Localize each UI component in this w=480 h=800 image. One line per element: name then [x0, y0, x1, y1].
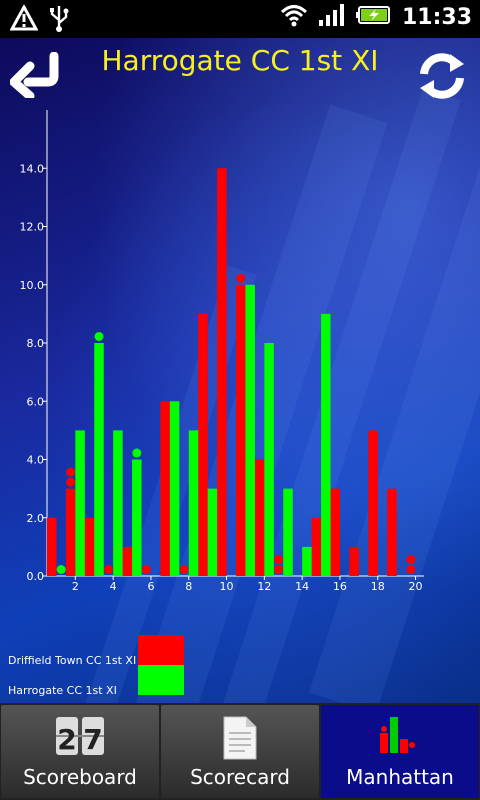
legend-label-driffield: Driffield Town CC 1st XI — [8, 654, 137, 667]
bar — [368, 430, 378, 576]
wicket-dot — [141, 565, 151, 574]
tab-manhattan[interactable]: Manhattan — [321, 705, 479, 798]
bar — [236, 284, 246, 576]
wicket-dot — [406, 555, 416, 564]
main-content: Harrogate CC 1st XI 0.0 2.0 4.0 6.0 8.0 10.0 1… — [0, 38, 480, 703]
manhattan-chart: 0.0 2.0 4.0 6.0 8.0 10.0 12.0 14.0 2 4 6 8 10 12 14 16 1… — [20, 110, 424, 593]
legend-swatch-driffield — [138, 635, 184, 665]
bar — [113, 430, 123, 576]
y-tick-label: 0.0 — [27, 570, 45, 583]
scorecard-document-icon — [220, 715, 260, 765]
tab-scorecard-label: Scorecard — [190, 765, 290, 789]
x-tick-label: 6 — [147, 580, 154, 593]
bottom-tab-bar: 2 7 Scoreboard Scorecard — [0, 703, 480, 800]
signal-icon — [318, 3, 346, 31]
bar — [132, 459, 142, 576]
bar — [160, 401, 170, 576]
tab-scoreboard[interactable]: 2 7 Scoreboard — [1, 705, 159, 798]
y-tick-label: 14.0 — [20, 162, 45, 175]
bar — [217, 168, 227, 576]
wicket-dot — [179, 565, 189, 574]
bar — [75, 430, 85, 576]
y-tick-label: 4.0 — [27, 454, 45, 467]
tab-scorecard[interactable]: Scorecard — [161, 705, 319, 798]
bar — [94, 343, 104, 576]
legend-swatch-harrogate — [138, 665, 184, 695]
y-tick-label: 2.0 — [27, 512, 45, 525]
status-time: 11:33 — [401, 4, 472, 30]
refresh-button[interactable] — [414, 48, 470, 104]
x-tick-label: 20 — [409, 580, 423, 593]
bar — [47, 517, 57, 576]
bar — [302, 546, 312, 576]
usb-icon — [48, 4, 70, 36]
bar — [387, 488, 397, 576]
y-tick-label: 6.0 — [27, 395, 45, 408]
x-tick-label: 14 — [295, 580, 309, 593]
wicket-dot — [274, 555, 284, 564]
bar — [254, 459, 265, 576]
status-bar: 11:33 — [0, 0, 480, 38]
bar — [207, 488, 218, 576]
x-tick-label: 12 — [257, 580, 271, 593]
y-tick-label: 12.0 — [20, 221, 45, 234]
wicket-dot — [66, 477, 76, 487]
x-tick-label: 4 — [110, 580, 117, 593]
x-tick-label: 2 — [72, 580, 79, 593]
battery-charging-icon — [355, 4, 392, 30]
page-title: Harrogate CC 1st XI — [101, 44, 379, 77]
svg-text:2: 2 — [57, 723, 76, 756]
tab-scoreboard-label: Scoreboard — [23, 765, 137, 789]
bar — [311, 517, 322, 576]
x-tick-label: 8 — [185, 580, 192, 593]
warning-icon — [9, 3, 39, 35]
wicket-dot — [406, 565, 416, 574]
y-tick-label: 10.0 — [20, 279, 45, 292]
bar — [264, 343, 274, 576]
bar — [198, 313, 208, 576]
back-button[interactable] — [9, 51, 66, 101]
refresh-icon — [420, 53, 464, 99]
scoreboard-icon: 2 7 — [54, 715, 106, 761]
wifi-icon — [280, 3, 308, 31]
wicket-dot — [103, 565, 113, 574]
wicket-dot — [56, 565, 66, 574]
wicket-dot — [66, 467, 76, 477]
bar — [245, 284, 255, 576]
wicket-dot — [132, 448, 142, 458]
bar — [349, 546, 359, 576]
manhattan-chart-icon — [378, 715, 422, 759]
svg-text:7: 7 — [83, 723, 102, 756]
bar — [122, 546, 133, 576]
wicket-dot — [94, 332, 104, 341]
bar — [84, 517, 95, 576]
bar — [283, 488, 293, 576]
wicket-dot — [236, 273, 246, 283]
bar — [65, 488, 76, 576]
wicket-dot — [274, 565, 284, 574]
bar — [321, 313, 331, 576]
x-tick-label: 10 — [220, 580, 234, 593]
back-arrow-icon — [9, 51, 59, 101]
bar — [169, 401, 180, 576]
bar — [330, 488, 340, 576]
legend-label-harrogate: Harrogate CC 1st XI — [8, 684, 117, 697]
bar — [188, 430, 199, 576]
x-tick-label: 18 — [371, 580, 385, 593]
y-tick-label: 8.0 — [27, 337, 45, 350]
x-tick-label: 16 — [333, 580, 347, 593]
tab-manhattan-label: Manhattan — [346, 765, 454, 789]
